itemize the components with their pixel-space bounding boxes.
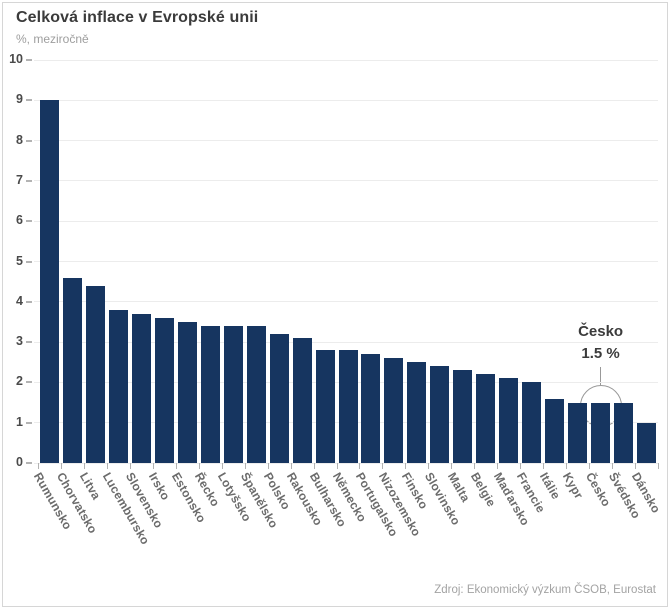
x-axis-tick (83, 463, 85, 469)
y-axis-label: 6 (16, 213, 23, 228)
gridline (34, 462, 658, 464)
bar (338, 350, 358, 463)
bar (476, 374, 496, 463)
x-axis-tick (382, 463, 384, 469)
x-axis-tick (152, 463, 154, 469)
bar (407, 362, 427, 463)
x-axis-tick (221, 463, 223, 469)
bar (85, 285, 105, 463)
y-axis-label: 8 (16, 132, 23, 147)
bar (131, 313, 151, 463)
y-axis-tick (26, 381, 32, 384)
x-axis-tick (359, 463, 361, 469)
bar (200, 325, 220, 463)
y-axis-tick (26, 139, 32, 142)
bar (246, 325, 266, 463)
gridline (34, 341, 658, 343)
bar (39, 100, 59, 463)
y-axis-label: 7 (16, 172, 23, 187)
bar (269, 334, 289, 463)
gridline (34, 140, 658, 142)
y-axis-tick (26, 179, 32, 182)
y-axis-tick (26, 220, 32, 223)
x-axis-label: Kypr (559, 470, 586, 502)
bar (154, 317, 174, 463)
y-axis-label: 9 (16, 92, 23, 107)
y-axis-label: 3 (16, 334, 23, 349)
x-axis-tick (566, 463, 568, 469)
x-axis-tick (474, 463, 476, 469)
x-axis-tick (543, 463, 545, 469)
x-axis-tick (313, 463, 315, 469)
y-axis-tick (26, 341, 32, 344)
y-axis-label: 10 (9, 52, 23, 66)
bar (637, 422, 657, 463)
x-axis-tick (497, 463, 499, 469)
bar (499, 378, 519, 463)
bar (315, 350, 335, 463)
x-axis-tick (106, 463, 108, 469)
bar (177, 321, 197, 463)
x-axis-tick (336, 463, 338, 469)
y-axis-tick (26, 421, 32, 424)
y-axis-tick (26, 59, 32, 61)
x-axis-tick (589, 463, 591, 469)
bar (223, 325, 243, 463)
gridline (34, 301, 658, 303)
annotation-connector-line (600, 367, 602, 385)
x-axis-tick (635, 463, 637, 469)
bar (568, 402, 588, 463)
x-axis-tick (658, 463, 659, 469)
chart-title: Celková inflace v Evropské unii (16, 9, 259, 26)
y-axis-label: 5 (16, 253, 23, 268)
x-axis-tick (612, 463, 614, 469)
bar (292, 338, 312, 463)
x-axis-tick (244, 463, 246, 469)
gridline (34, 59, 658, 61)
bar (545, 398, 565, 463)
x-axis-tick (198, 463, 200, 469)
x-axis-tick (129, 463, 131, 469)
bar (384, 358, 404, 463)
y-axis-label: 0 (16, 455, 23, 469)
x-axis-tick (60, 463, 62, 469)
bar (62, 277, 82, 463)
y-axis-label: 1 (16, 414, 23, 429)
bar (430, 366, 450, 463)
bar (108, 309, 128, 463)
gridline (34, 99, 658, 101)
bar (522, 382, 542, 463)
y-axis-tick (26, 462, 32, 464)
x-axis-tick (290, 463, 292, 469)
y-axis-label: 2 (16, 374, 23, 389)
bar (361, 354, 381, 463)
x-axis-tick (175, 463, 177, 469)
x-axis-tick (451, 463, 453, 469)
x-axis-tick (520, 463, 522, 469)
bar (591, 402, 611, 463)
y-axis-tick (26, 99, 32, 102)
annotation-value: 1.5 % (581, 345, 620, 362)
x-axis-tick (428, 463, 430, 469)
gridline (34, 261, 658, 262)
bar (453, 370, 473, 463)
chart-subtitle: %, meziročně (16, 32, 89, 46)
y-axis-tick (26, 260, 32, 263)
annotation-cesko: Česko 1.5 % (541, 321, 661, 365)
gridline (34, 220, 658, 222)
y-axis-tick (26, 300, 32, 303)
x-axis-tick (38, 463, 39, 469)
bar (614, 402, 634, 463)
source-credit: Zdroj: Ekonomický výzkum ČSOB, Eurostat (434, 584, 656, 596)
x-axis-tick (267, 463, 269, 469)
annotation-label: Česko (578, 323, 624, 340)
gridline (34, 180, 658, 182)
x-axis-tick (405, 463, 407, 469)
y-axis-label: 4 (16, 293, 23, 308)
